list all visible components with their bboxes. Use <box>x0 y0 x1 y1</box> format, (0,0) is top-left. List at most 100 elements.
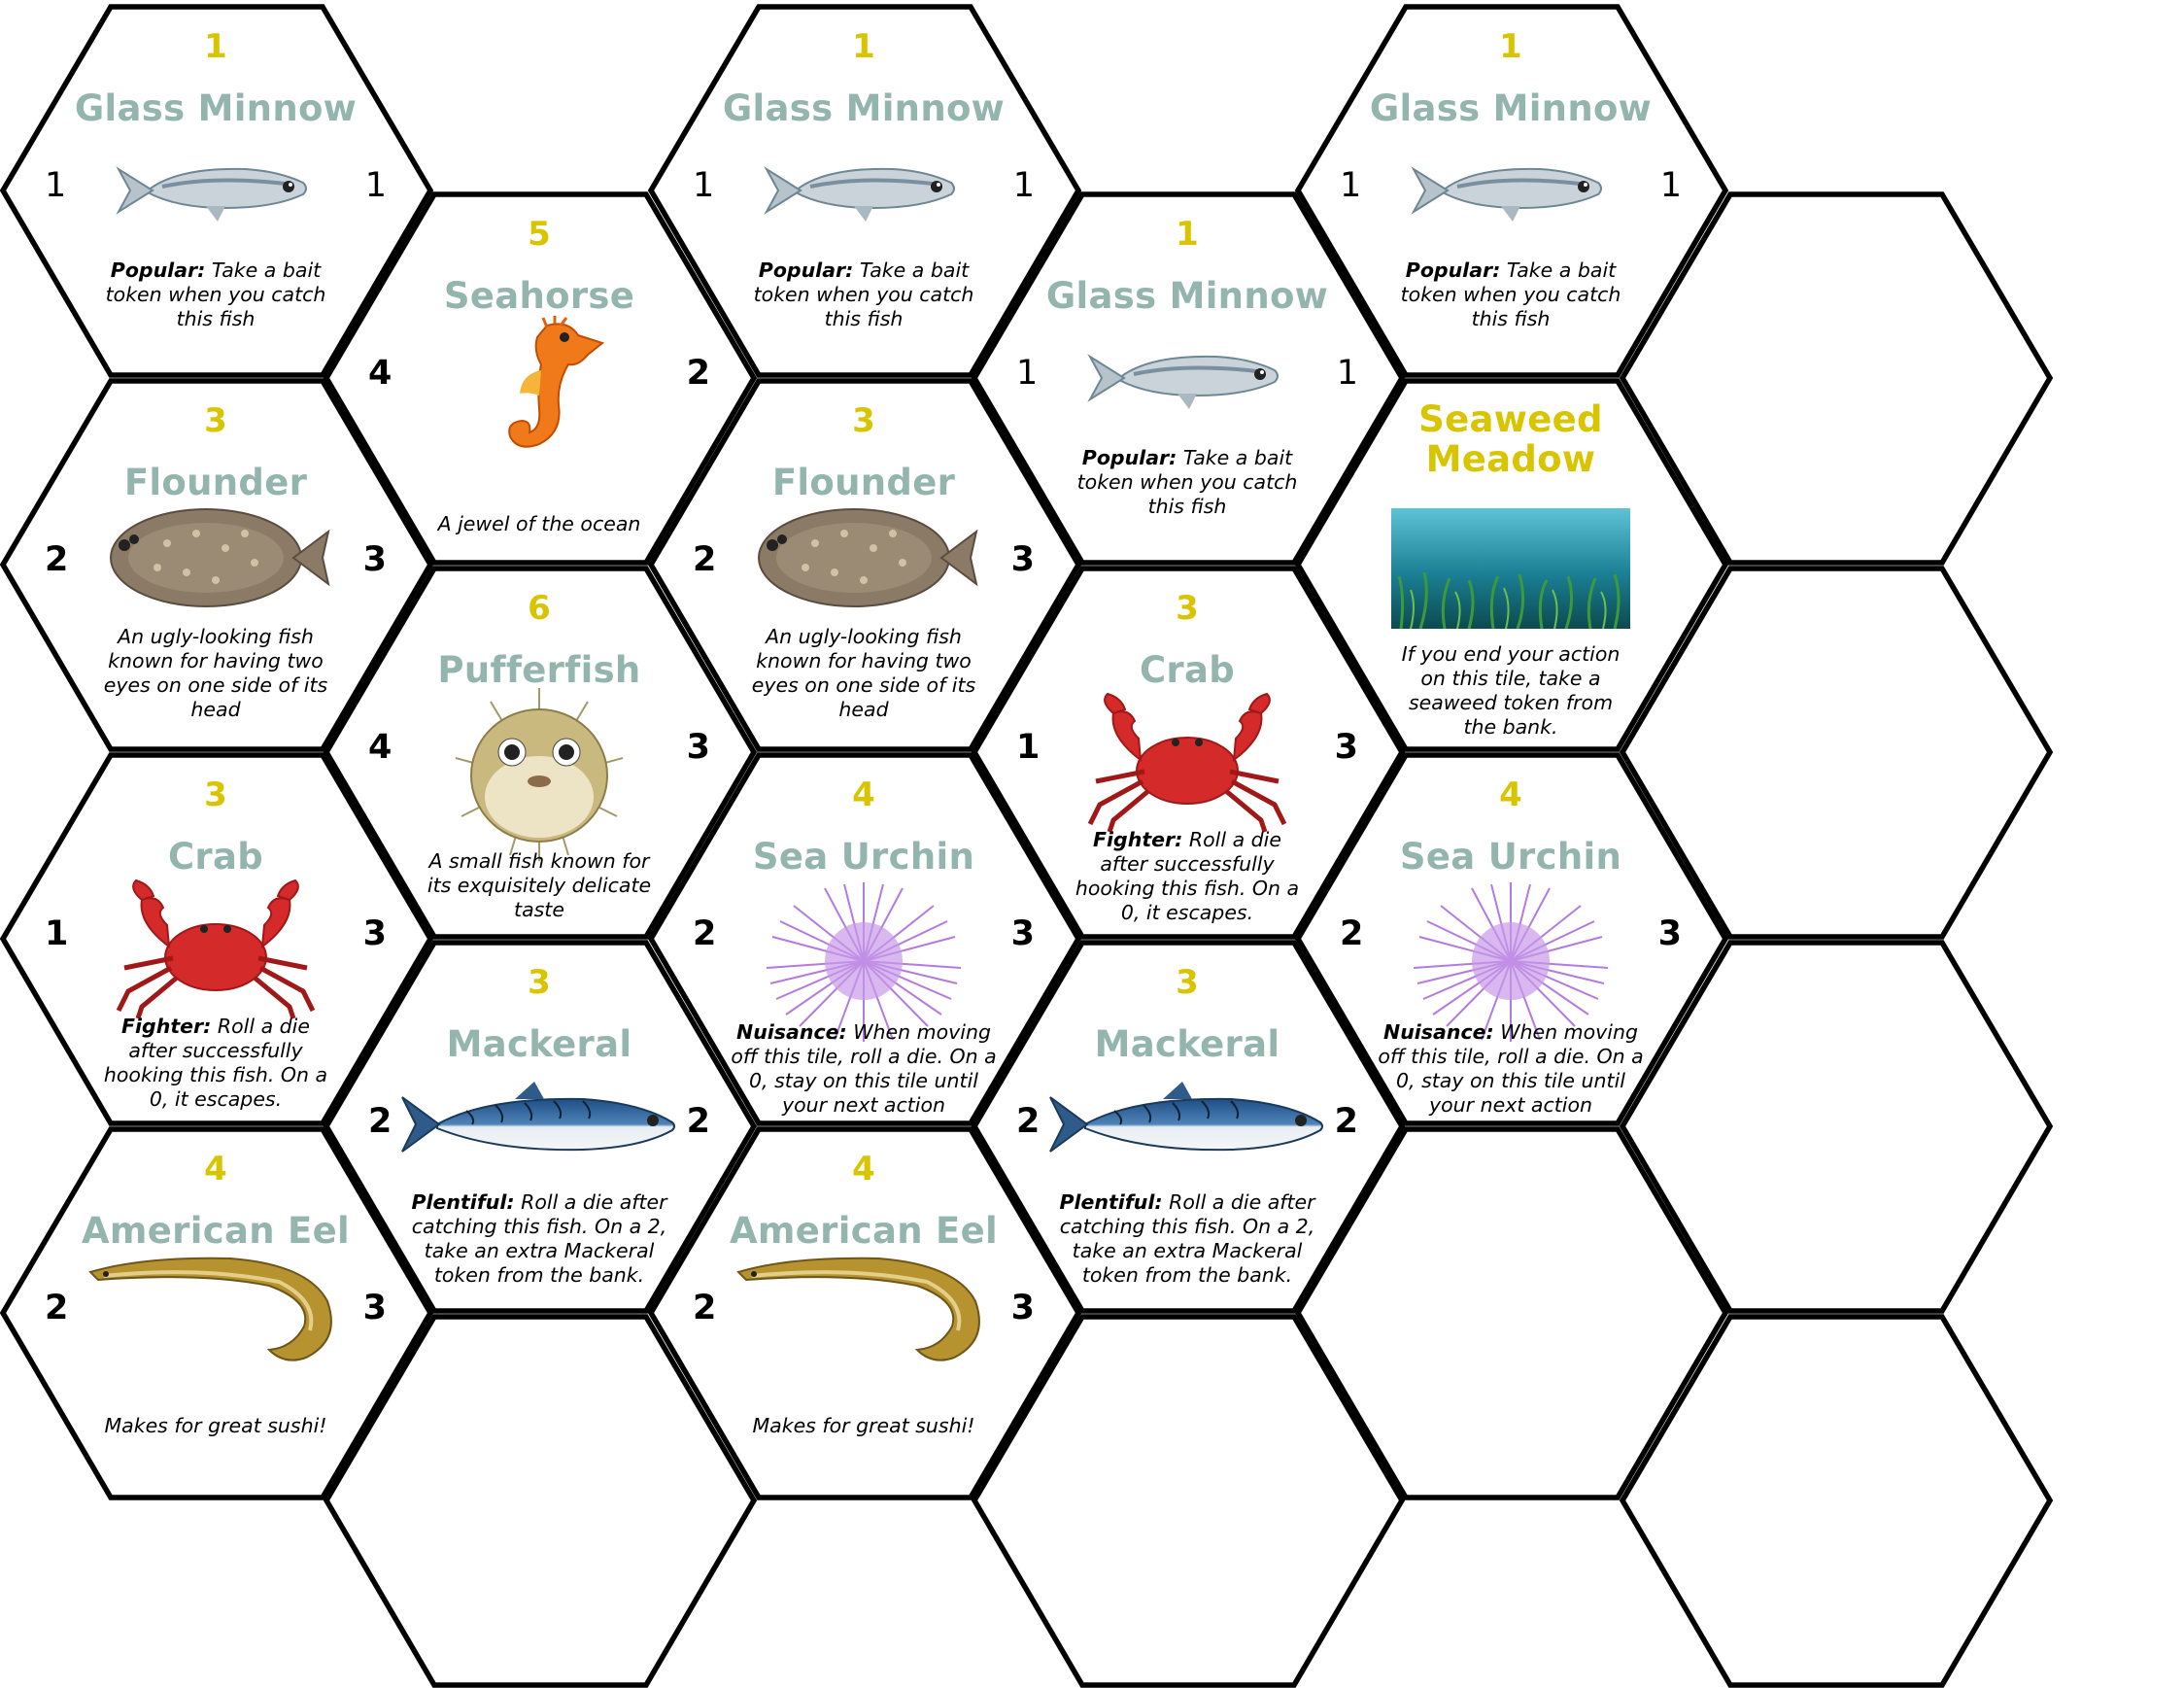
tile-name: Glass Minnow <box>1045 275 1329 317</box>
tile-sea-urchin[interactable]: 4 Sea Urchin 2 3 Nuisance: When moving off … <box>647 752 1082 1126</box>
tile-glass-minnow[interactable]: 1 Glass Minnow 1 1 Popular: Take a bait tok… <box>1294 4 1729 378</box>
tile-description: An ugly-looking fish known for having tw… <box>102 625 329 722</box>
tile-name: Mackeral <box>446 1023 632 1065</box>
tile-description-text: An ugly-looking fish known for having tw… <box>103 625 328 721</box>
tile-ability-label: Popular: <box>1405 258 1501 282</box>
sea-urchin-icon <box>1404 878 1618 1044</box>
tile-right-value: 2 <box>1334 1102 1358 1141</box>
tile-flounder[interactable]: 3 Flounder 2 3 An ugly-looking fish known f… <box>0 378 434 752</box>
seahorse-icon <box>432 314 646 462</box>
tile-left-value: 4 <box>368 354 392 393</box>
tile-right-value: 3 <box>1010 1289 1035 1327</box>
tile-flounder[interactable]: 3 Flounder 2 3 An ugly-looking fish known f… <box>647 378 1082 752</box>
tile-ability-label: Plentiful: <box>411 1190 515 1214</box>
tile-empty[interactable] <box>1619 191 2054 566</box>
tile-points: 3 <box>204 401 227 440</box>
tile-left-value: 1 <box>1016 354 1039 393</box>
tile-description: Popular: Take a bait token when you catc… <box>1074 446 1301 519</box>
hex-tile-outline <box>1619 940 2054 1314</box>
tile-right-value: 3 <box>1010 914 1035 953</box>
tile-empty[interactable] <box>323 1314 758 1688</box>
tile-seahorse[interactable]: 5 Seahorse 4 2 A jewel of the ocean <box>323 191 758 566</box>
flounder-icon <box>99 495 332 621</box>
tile-description-text: An ugly-looking fish known for having tw… <box>751 625 976 721</box>
american-eel-icon <box>733 1243 995 1369</box>
mackerel-icon <box>398 1076 680 1173</box>
tile-glass-minnow[interactable]: 1 Glass Minnow 1 1 Popular: Take a bait tok… <box>0 4 434 378</box>
tile-description: Makes for great sushi! <box>750 1414 977 1438</box>
tile-glass-minnow[interactable]: 1 Glass Minnow 1 1 Popular: Take a bait tok… <box>647 4 1082 378</box>
tile-empty[interactable] <box>1294 1126 1729 1500</box>
tile-left-value: 1 <box>693 166 715 205</box>
tile-description-text: When moving off this tile, roll a die. O… <box>1378 1020 1644 1117</box>
tile-description-text: Roll a die after successfully hooking th… <box>1075 828 1300 924</box>
tile-pufferfish[interactable]: 6 Pufferfish 4 3 A small fish known for its… <box>323 566 758 940</box>
tile-points: 3 <box>1176 963 1199 1002</box>
tile-description-text: Makes for great sushi! <box>104 1414 327 1437</box>
tile-description: Plentiful: Roll a die after catching thi… <box>403 1190 675 1288</box>
tile-points: 4 <box>852 1150 875 1188</box>
tile-left-value: 2 <box>693 540 717 579</box>
sea-urchin-icon <box>757 878 971 1044</box>
tile-right-value: 3 <box>362 914 387 953</box>
hex-tile-outline <box>0 1126 434 1500</box>
tile-points: 1 <box>1499 27 1522 66</box>
tile-name: Seahorse <box>443 275 635 317</box>
tile-american-eel[interactable]: 4 American Eel 2 3 Makes for great sushi! <box>0 1126 434 1500</box>
tile-empty[interactable] <box>1619 940 2054 1314</box>
tile-name: Seaweed Meadow <box>1295 399 1726 479</box>
tile-crab[interactable]: 3 Crab 1 3 Fighter: Roll a die after succes… <box>0 752 434 1126</box>
tile-name: Glass Minnow <box>722 87 1006 129</box>
tile-description: An ugly-looking fish known for having tw… <box>750 625 977 722</box>
tile-empty[interactable] <box>1619 1314 2054 1688</box>
tile-description-text: Take a bait token when you catch this fi… <box>105 258 326 330</box>
tile-mackeral[interactable]: 3 Mackeral 2 2 Plentiful: Roll a die after … <box>323 940 758 1314</box>
tile-mackeral[interactable]: 3 Mackeral 2 2 Plentiful: Roll a die after … <box>971 940 1406 1314</box>
tile-points: 4 <box>1499 775 1522 814</box>
tile-left-value: 2 <box>1016 1102 1041 1141</box>
tile-sea-urchin[interactable]: 4 Sea Urchin 2 3 Nuisance: When moving off … <box>1294 752 1729 1126</box>
tile-description: Fighter: Roll a die after successfully h… <box>1074 828 1301 925</box>
tile-points: 1 <box>852 27 875 66</box>
tile-points: 4 <box>852 775 875 814</box>
tile-left-value: 1 <box>1016 728 1041 767</box>
pufferfish-icon <box>432 680 646 865</box>
tile-left-value: 1 <box>1340 166 1362 205</box>
tile-description-text: Makes for great sushi! <box>752 1414 975 1437</box>
tile-name: Glass Minnow <box>74 87 358 129</box>
tile-points: 4 <box>204 1150 227 1188</box>
tile-glass-minnow[interactable]: 1 Glass Minnow 1 1 Popular: Take a bait tok… <box>971 191 1406 566</box>
tile-name: Crab <box>1139 649 1236 691</box>
tile-crab[interactable]: 3 Crab 1 3 Fighter: Roll a die after succes… <box>971 566 1406 940</box>
tile-description: Popular: Take a bait token when you catc… <box>1397 258 1624 331</box>
tile-ability-label: Popular: <box>1081 446 1177 469</box>
tile-points: 3 <box>528 963 551 1002</box>
tile-description-text: Roll a die after successfully hooking th… <box>103 1015 328 1111</box>
tile-description: Popular: Take a bait token when you catc… <box>102 258 329 331</box>
tile-empty[interactable] <box>1619 566 2054 940</box>
tile-right-value: 3 <box>1010 540 1035 579</box>
tile-right-value: 1 <box>1012 166 1035 205</box>
tile-right-value: 1 <box>1336 354 1358 393</box>
tile-left-value: 2 <box>45 540 69 579</box>
tile-description: Fighter: Roll a die after successfully h… <box>102 1015 329 1112</box>
tile-right-value: 1 <box>1659 166 1682 205</box>
tile-description-text: Take a bait token when you catch this fi… <box>1400 258 1621 330</box>
tile-right-value: 2 <box>686 1102 710 1141</box>
tile-right-value: 2 <box>686 354 710 393</box>
glass-minnow-icon <box>1080 327 1294 425</box>
tile-name: Sea Urchin <box>752 836 975 878</box>
tile-american-eel[interactable]: 4 American Eel 2 3 Makes for great sushi! <box>647 1126 1082 1500</box>
flounder-icon <box>747 495 980 621</box>
tile-points: 3 <box>204 775 227 814</box>
tile-left-value: 4 <box>368 728 392 767</box>
tile-description-text: Roll a die after catching this fish. On … <box>1059 1190 1315 1287</box>
tile-left-value: 2 <box>693 914 717 953</box>
tile-points: 3 <box>852 401 875 440</box>
tile-seaweed-meadow[interactable]: Seaweed Meadow If you end your action on… <box>1294 378 1729 752</box>
tile-empty[interactable] <box>971 1314 1406 1688</box>
crab-icon <box>1071 688 1304 834</box>
tile-name: Sea Urchin <box>1399 836 1622 878</box>
tile-left-value: 2 <box>368 1102 392 1141</box>
